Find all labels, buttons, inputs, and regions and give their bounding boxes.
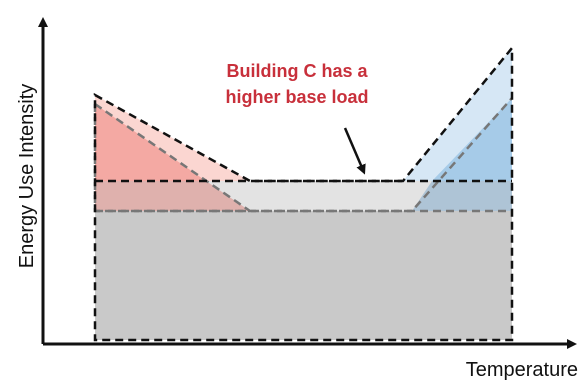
lower-base-load-heating-slope	[94, 102, 251, 213]
building-c-outline	[93, 44, 514, 342]
x-axis-label: Temperature	[466, 359, 578, 381]
annotation-arrow	[343, 127, 366, 175]
cooling-area-overlap	[412, 181, 512, 211]
base-load-area	[95, 211, 512, 340]
annotation-line-1: Building C has a	[226, 61, 368, 81]
y-axis-label: Energy Use Intensity	[16, 84, 38, 269]
annotation-line-2: higher base load	[225, 87, 368, 107]
heating-area-overlap	[95, 181, 250, 211]
